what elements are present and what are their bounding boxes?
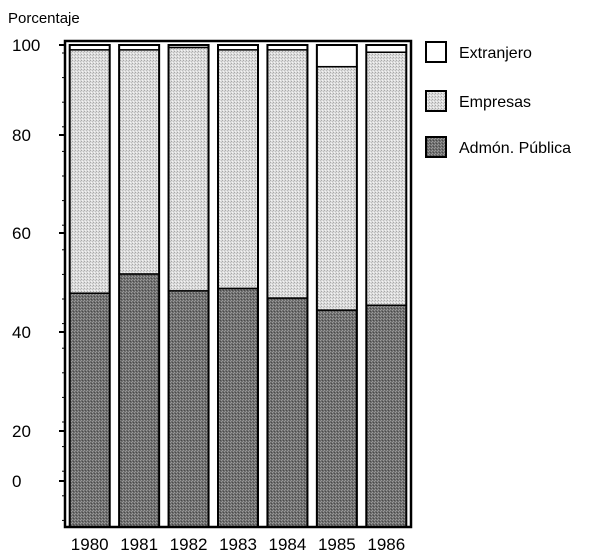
- y-tick-label: 100: [12, 36, 40, 55]
- bars-group: [68, 44, 408, 528]
- x-axis-labels: 1980 1981 1982 1983 1984 1985 1986: [71, 535, 405, 554]
- legend-swatch: [425, 41, 447, 63]
- y-tick-label: 40: [12, 323, 31, 342]
- x-tick-label: 1982: [170, 535, 208, 554]
- bar-segment-empresas: [217, 49, 259, 290]
- bar-segment-extranjero: [365, 44, 408, 53]
- bar-segment-adm-n-p-blica: [167, 290, 210, 528]
- legend-label: Admón. Pública: [459, 140, 571, 157]
- bar-segment-adm-n-p-blica: [266, 297, 309, 528]
- bar-segment-adm-n-p-blica: [68, 292, 111, 528]
- x-tick-label: 1985: [318, 535, 356, 554]
- legend-label: Extranjero: [459, 45, 532, 62]
- plot-frame: [63, 39, 413, 529]
- legend-swatch: [425, 90, 447, 112]
- y-tick-label: 60: [12, 224, 31, 243]
- bar-segment-empresas: [266, 49, 309, 299]
- legend-label: Empresas: [459, 94, 531, 111]
- y-axis-label: Porcentaje: [8, 10, 80, 27]
- bar-segment-extranjero: [316, 44, 358, 68]
- x-tick-label: 1983: [219, 535, 257, 554]
- y-tick-label: 0: [12, 472, 21, 491]
- legend-swatch: [425, 136, 447, 158]
- bar-segment-adm-n-p-blica: [316, 309, 358, 528]
- x-tick-label: 1981: [120, 535, 158, 554]
- bar-segment-empresas: [316, 65, 358, 311]
- bar-segment-empresas: [68, 49, 111, 294]
- bar-segment-adm-n-p-blica: [365, 304, 408, 528]
- plot-border: [63, 39, 413, 529]
- legend: Extranjero Empresas Admón. Pública: [425, 41, 571, 158]
- bar-segment-empresas: [167, 46, 210, 292]
- x-tick-label: 1984: [269, 535, 307, 554]
- x-tick-label: 1980: [71, 535, 109, 554]
- x-tick-label: 1986: [367, 535, 405, 554]
- y-tick-label: 20: [12, 422, 31, 441]
- bar-segment-adm-n-p-blica: [118, 273, 160, 528]
- bar-segment-adm-n-p-blica: [217, 287, 259, 528]
- y-tick-label: 80: [12, 126, 31, 145]
- bar-segment-empresas: [118, 49, 160, 275]
- y-axis-ticks: 0 20 40 60 80 100: [12, 36, 65, 521]
- bar-segment-empresas: [365, 51, 408, 307]
